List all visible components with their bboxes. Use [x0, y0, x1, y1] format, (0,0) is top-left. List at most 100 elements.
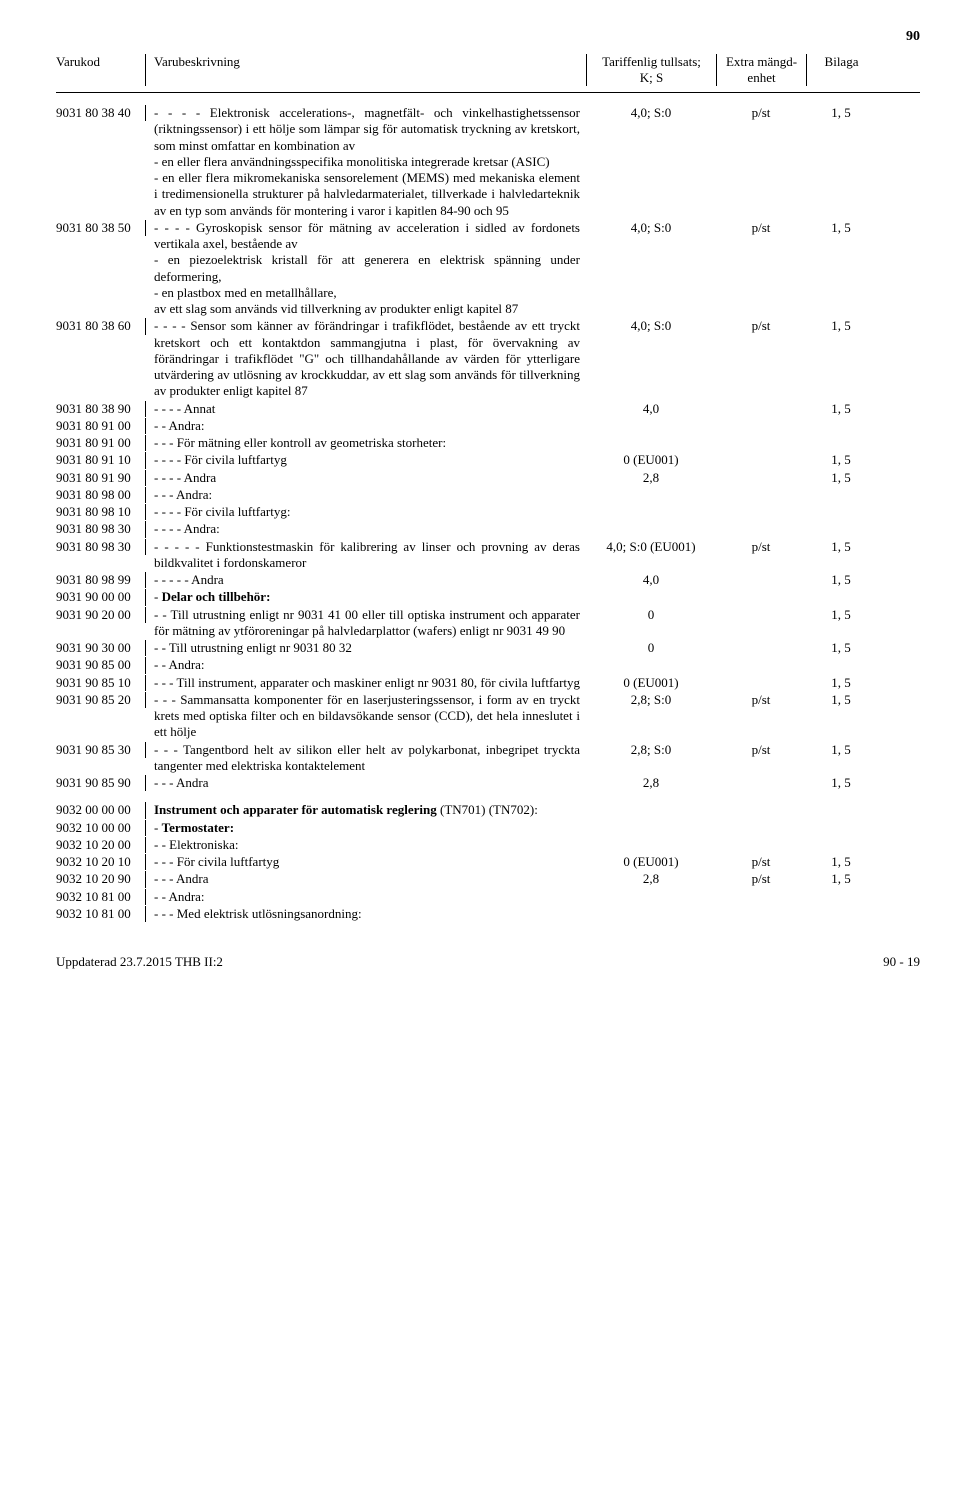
cell-extra: p/st [716, 105, 806, 121]
table-row: 9031 90 85 00- - Andra: [56, 657, 920, 673]
cell-bilaga: 1, 5 [806, 572, 876, 588]
cell-desc: - - - - Sensor som känner av förändringa… [146, 318, 586, 399]
cell-code: 9032 10 81 00 [56, 906, 146, 922]
cell-bilaga: 1, 5 [806, 470, 876, 486]
cell-extra: p/st [716, 692, 806, 708]
cell-code: 9031 90 85 00 [56, 657, 146, 673]
cell-bilaga: 1, 5 [806, 871, 876, 887]
cell-desc: - - - Andra [146, 871, 586, 887]
cell-desc: - - - För civila luftfartyg [146, 854, 586, 870]
cell-code: 9031 90 85 90 [56, 775, 146, 791]
cell-tariff: 0 (EU001) [586, 675, 716, 691]
cell-code: 9031 80 91 00 [56, 418, 146, 434]
table-row: 9031 80 98 10- - - - För civila luftfart… [56, 504, 920, 520]
table-row: 9031 80 91 00- - - För mätning eller kon… [56, 435, 920, 451]
cell-bilaga: 1, 5 [806, 539, 876, 555]
cell-extra: p/st [716, 220, 806, 236]
header-tariff-line1: Tariffenlig tullsats; [602, 54, 701, 69]
table-row: 9031 80 38 50- - - - Gyroskopisk sensor … [56, 220, 920, 318]
table-row: 9032 10 20 90- - - Andra2,8p/st1, 5 [56, 871, 920, 887]
cell-tariff: 2,8 [586, 775, 716, 791]
cell-desc: - - - - Andra [146, 470, 586, 486]
cell-desc: - - Till utrustning enligt nr 9031 80 32 [146, 640, 586, 656]
table-row: 9031 80 38 40- - - - Elektronisk acceler… [56, 105, 920, 219]
cell-code: 9031 90 20 00 [56, 607, 146, 623]
cell-code: 9031 80 98 99 [56, 572, 146, 588]
cell-bilaga: 1, 5 [806, 675, 876, 691]
table-row: 9031 80 98 00- - - Andra: [56, 487, 920, 503]
cell-extra: p/st [716, 318, 806, 334]
header-extra-line1: Extra mängd- [726, 54, 797, 69]
cell-bilaga: 1, 5 [806, 452, 876, 468]
header-desc: Varubeskrivning [146, 54, 586, 87]
cell-code: 9031 80 38 40 [56, 105, 146, 121]
cell-bilaga: 1, 5 [806, 854, 876, 870]
cell-tariff: 0 (EU001) [586, 452, 716, 468]
cell-desc: - - Elektroniska: [146, 837, 586, 853]
cell-bilaga: 1, 5 [806, 318, 876, 334]
cell-tariff: 4,0; S:0 (EU001) [586, 539, 716, 555]
header-extra: Extra mängd- enhet [716, 54, 806, 87]
cell-desc: - - - - För civila luftfartyg [146, 452, 586, 468]
cell-code: 9031 90 85 10 [56, 675, 146, 691]
cell-code: 9031 90 85 20 [56, 692, 146, 708]
cell-desc: - - - - Annat [146, 401, 586, 417]
cell-code: 9031 80 98 10 [56, 504, 146, 520]
cell-code: 9031 80 91 10 [56, 452, 146, 468]
cell-desc: - Delar och tillbehör: [146, 589, 586, 605]
cell-desc: - - - - För civila luftfartyg: [146, 504, 586, 520]
cell-desc: - - - - Elektronisk accelerations-, magn… [146, 105, 586, 219]
cell-tariff: 0 [586, 607, 716, 623]
cell-tariff: 4,0 [586, 572, 716, 588]
cell-desc: - - - Sammansatta komponenter för en las… [146, 692, 586, 741]
cell-code: 9032 10 20 90 [56, 871, 146, 887]
table-row: 9031 80 98 99- - - - - Andra4,01, 5 [56, 572, 920, 588]
cell-desc: - - Till utrustning enligt nr 9031 41 00… [146, 607, 586, 640]
table-row: 9032 10 20 10- - - För civila luftfartyg… [56, 854, 920, 870]
page-number-top: 90 [56, 28, 920, 46]
cell-tariff: 4,0; S:0 [586, 220, 716, 236]
cell-code: 9032 10 00 00 [56, 820, 146, 836]
cell-tariff: 2,8 [586, 871, 716, 887]
header-code: Varukod [56, 54, 146, 87]
footer-left: Uppdaterad 23.7.2015 THB II:2 [56, 954, 223, 970]
cell-bilaga: 1, 5 [806, 775, 876, 791]
cell-code: 9031 80 98 30 [56, 521, 146, 537]
table-row: 9031 90 30 00- - Till utrustning enligt … [56, 640, 920, 656]
cell-bilaga: 1, 5 [806, 742, 876, 758]
table-row: 9031 80 91 10- - - - För civila luftfart… [56, 452, 920, 468]
cell-desc: - - - Till instrument, apparater och mas… [146, 675, 586, 691]
table-row: 9031 90 85 20- - - Sammansatta komponent… [56, 692, 920, 741]
cell-desc: - - - - Gyroskopisk sensor för mätning a… [146, 220, 586, 318]
table-row: 9031 80 91 00- - Andra: [56, 418, 920, 434]
cell-extra: p/st [716, 539, 806, 555]
footer-right: 90 - 19 [883, 954, 920, 970]
cell-desc: - - - Andra: [146, 487, 586, 503]
table-body-section2: 9032 00 00 00Instrument och apparater fö… [56, 802, 920, 922]
cell-bilaga: 1, 5 [806, 692, 876, 708]
cell-bilaga: 1, 5 [806, 607, 876, 623]
table-row: 9032 00 00 00Instrument och apparater fö… [56, 802, 920, 818]
cell-code: 9032 10 20 10 [56, 854, 146, 870]
cell-extra: p/st [716, 871, 806, 887]
table-header: Varukod Varubeskrivning Tariffenlig tull… [56, 54, 920, 94]
cell-desc: - Termostater: [146, 820, 586, 836]
cell-code: 9031 80 91 90 [56, 470, 146, 486]
cell-tariff: 4,0; S:0 [586, 105, 716, 121]
table-row: 9031 90 85 90- - - Andra2,81, 5 [56, 775, 920, 791]
table-body: 9031 80 38 40- - - - Elektronisk acceler… [56, 105, 920, 791]
cell-tariff: 2,8 [586, 470, 716, 486]
cell-tariff: 0 [586, 640, 716, 656]
cell-bilaga: 1, 5 [806, 640, 876, 656]
table-row: 9031 80 38 90- - - - Annat4,01, 5 [56, 401, 920, 417]
cell-desc: - - - Med elektrisk utlösningsanordning: [146, 906, 586, 922]
cell-code: 9031 90 85 30 [56, 742, 146, 758]
table-row: 9031 80 98 30- - - - Andra: [56, 521, 920, 537]
cell-code: 9032 10 20 00 [56, 837, 146, 853]
cell-code: 9031 80 98 30 [56, 539, 146, 555]
table-row: 9031 80 91 90- - - - Andra2,8 1, 5 [56, 470, 920, 486]
cell-code: 9031 90 00 00 [56, 589, 146, 605]
cell-tariff: 2,8; S:0 [586, 742, 716, 758]
header-extra-line2: enhet [747, 70, 775, 85]
table-row: 9031 90 85 30- - - Tangentbord helt av s… [56, 742, 920, 775]
